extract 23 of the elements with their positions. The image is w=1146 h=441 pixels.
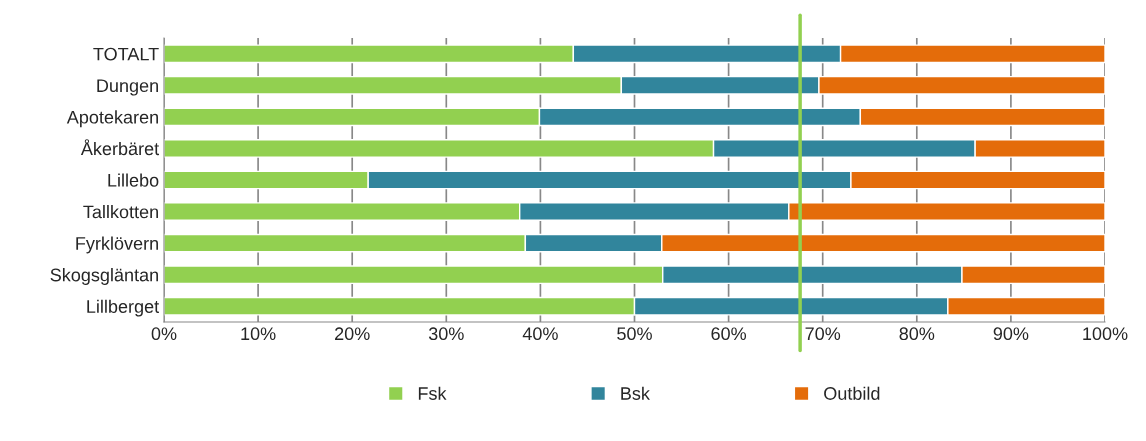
x-tick-label: 40% xyxy=(522,327,558,341)
x-tick-label: 50% xyxy=(617,327,652,341)
y-tick-label: Tallkotten xyxy=(83,205,158,219)
y-tick-label: Fyrklövern xyxy=(76,236,158,254)
y-tick-label: Dungen xyxy=(97,79,158,96)
y-tick-label: Åkerbäret xyxy=(80,139,160,156)
legend-label: Bsk xyxy=(621,386,650,400)
y-tick-label: Skogsgläntan xyxy=(50,268,158,285)
y-tick-label: Lillberget xyxy=(87,299,160,317)
x-tick-label: 60% xyxy=(711,327,747,341)
x-tick-label: 30% xyxy=(428,327,464,341)
y-tick-label: Apotekaren xyxy=(66,110,158,128)
x-tick-label: 10% xyxy=(241,327,276,341)
x-tick-label: 100% xyxy=(1083,327,1128,341)
y-tick-label: TOTALT xyxy=(93,47,159,61)
x-tick-label: 80% xyxy=(899,327,935,341)
y-tick-label: Lillebo xyxy=(108,173,159,187)
x-tick-label: 0% xyxy=(151,327,177,341)
x-tick-label: 90% xyxy=(993,327,1029,341)
legend-label: Fsk xyxy=(418,386,447,400)
legend-label: Outbild xyxy=(824,386,880,400)
x-tick-label: 70% xyxy=(805,327,841,341)
x-tick-label: 20% xyxy=(335,327,370,341)
